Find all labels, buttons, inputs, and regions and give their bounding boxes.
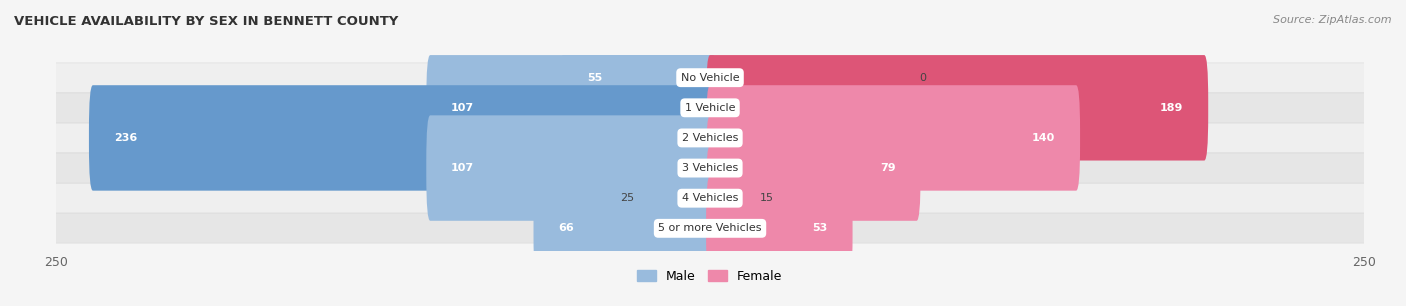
Text: 3 Vehicles: 3 Vehicles: [682, 163, 738, 173]
Text: 2 Vehicles: 2 Vehicles: [682, 133, 738, 143]
Text: 53: 53: [813, 223, 828, 233]
Text: 236: 236: [114, 133, 136, 143]
Text: 55: 55: [588, 73, 602, 83]
Legend: Male, Female: Male, Female: [633, 265, 787, 288]
FancyBboxPatch shape: [562, 25, 714, 130]
FancyBboxPatch shape: [641, 145, 714, 251]
Text: 140: 140: [1032, 133, 1056, 143]
Text: 189: 189: [1160, 103, 1184, 113]
FancyBboxPatch shape: [706, 115, 921, 221]
FancyBboxPatch shape: [24, 214, 1396, 243]
Text: 107: 107: [451, 103, 474, 113]
Text: 66: 66: [558, 223, 574, 233]
FancyBboxPatch shape: [24, 183, 1396, 213]
FancyBboxPatch shape: [706, 85, 1080, 191]
Text: No Vehicle: No Vehicle: [681, 73, 740, 83]
Text: 5 or more Vehicles: 5 or more Vehicles: [658, 223, 762, 233]
FancyBboxPatch shape: [24, 93, 1396, 123]
FancyBboxPatch shape: [426, 115, 714, 221]
FancyBboxPatch shape: [426, 55, 714, 161]
Text: 1 Vehicle: 1 Vehicle: [685, 103, 735, 113]
Text: 107: 107: [451, 163, 474, 173]
Text: Source: ZipAtlas.com: Source: ZipAtlas.com: [1274, 15, 1392, 25]
FancyBboxPatch shape: [533, 176, 714, 281]
Text: VEHICLE AVAILABILITY BY SEX IN BENNETT COUNTY: VEHICLE AVAILABILITY BY SEX IN BENNETT C…: [14, 15, 398, 28]
Text: 15: 15: [759, 193, 773, 203]
FancyBboxPatch shape: [24, 153, 1396, 183]
FancyBboxPatch shape: [706, 145, 754, 251]
Text: 0: 0: [920, 73, 927, 83]
FancyBboxPatch shape: [706, 55, 1208, 161]
Text: 25: 25: [620, 193, 634, 203]
FancyBboxPatch shape: [24, 63, 1396, 92]
FancyBboxPatch shape: [24, 123, 1396, 153]
Text: 79: 79: [880, 163, 896, 173]
FancyBboxPatch shape: [706, 176, 852, 281]
Text: 4 Vehicles: 4 Vehicles: [682, 193, 738, 203]
FancyBboxPatch shape: [89, 85, 714, 191]
